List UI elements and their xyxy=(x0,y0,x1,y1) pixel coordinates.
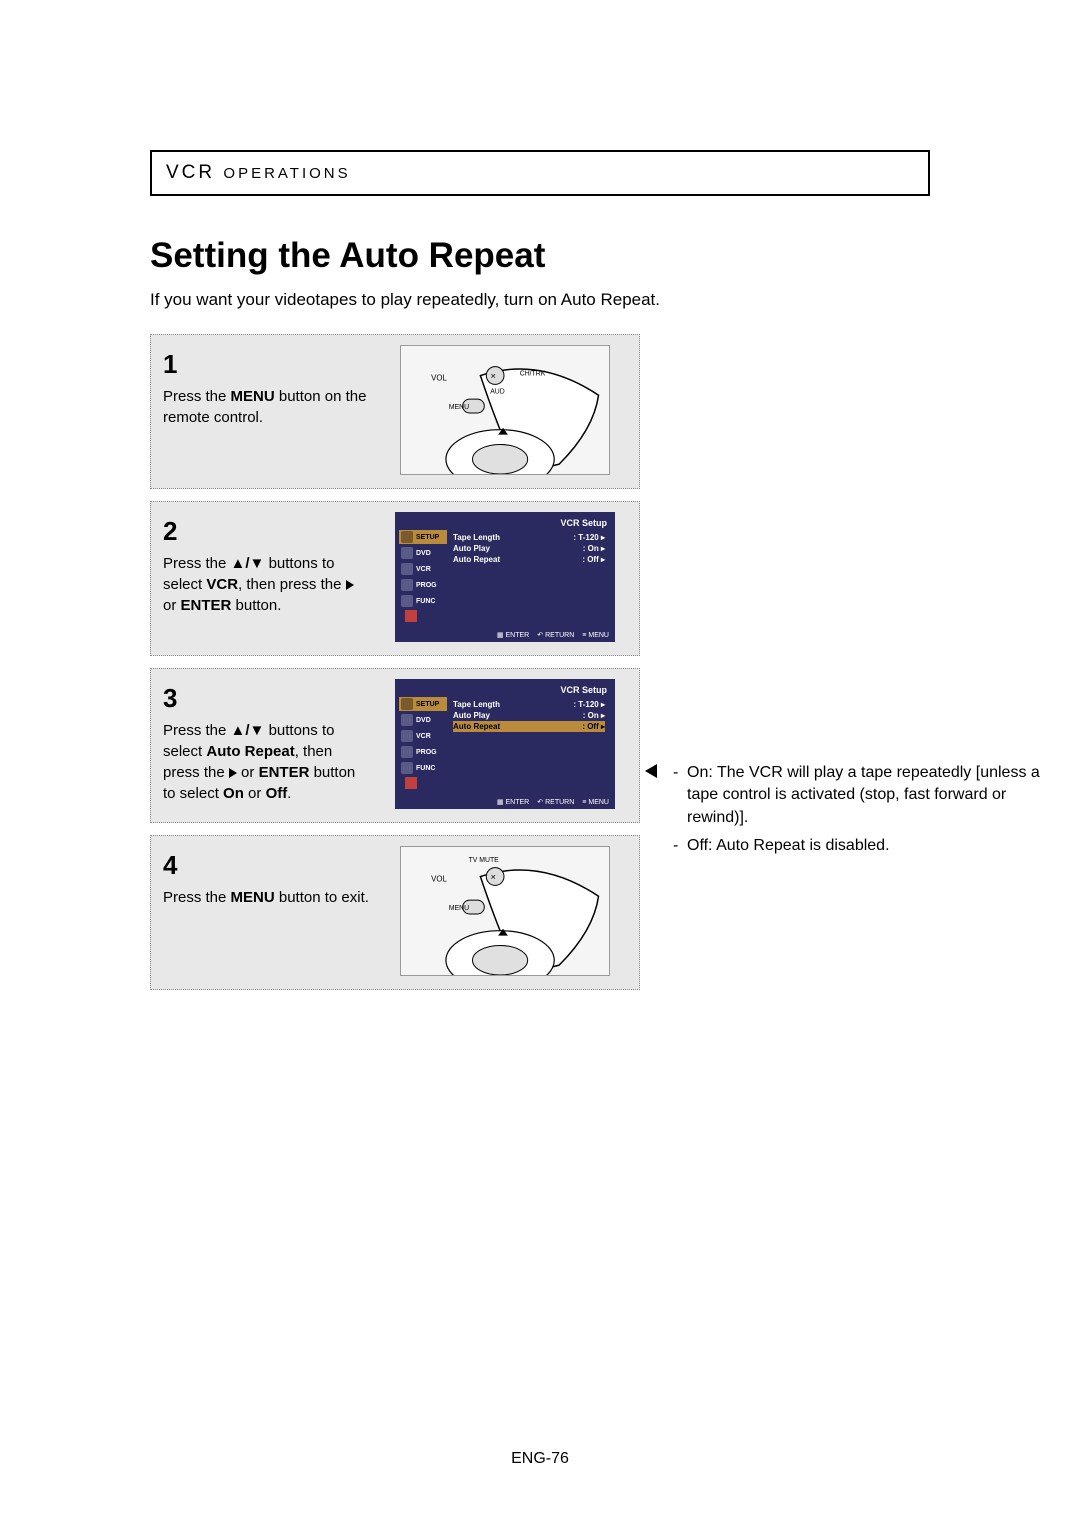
note-off: Off: Auto Repeat is disabled. xyxy=(673,835,1065,857)
step-4-illustration: TV MUTE VOL ✕ MENU xyxy=(381,836,639,986)
svg-text:✕: ✕ xyxy=(490,874,496,881)
arrow-left-icon xyxy=(645,764,657,778)
step-1: 1 Press the MENU button on the remote co… xyxy=(150,334,640,489)
aud-label: AUD xyxy=(490,388,505,395)
step-number: 2 xyxy=(163,516,369,547)
section-prefix: VCR xyxy=(166,162,223,183)
osd-row: Auto Play: On ▸ xyxy=(453,710,605,721)
osd-nav-vcr: VCR xyxy=(399,562,447,576)
osd-row: Auto Play: On ▸ xyxy=(453,543,605,554)
chtrk-label: CH/TRK xyxy=(520,371,546,378)
vol-label: VOL xyxy=(431,373,447,382)
osd-nav-vcr: VCR xyxy=(399,729,447,743)
remote-illustration: TV MUTE VOL ✕ MENU xyxy=(400,846,610,976)
osd-footer: ▦ ENTER ↶ RETURN ≡ MENU xyxy=(497,631,609,639)
osd-title: VCR Setup xyxy=(399,683,611,697)
svg-text:✕: ✕ xyxy=(490,373,496,380)
osd-nav-dvd: DVD xyxy=(399,546,447,560)
osd-nav-setup: SETUP xyxy=(399,697,447,711)
vol-label: VOL xyxy=(431,874,447,883)
step-3-illustration: VCR Setup SETUP DVD VCR PROG FUNC Tape L… xyxy=(381,669,639,819)
osd-screen-3: VCR Setup SETUP DVD VCR PROG FUNC Tape L… xyxy=(395,679,615,809)
osd-nav-setup: SETUP xyxy=(399,530,447,544)
play-icon xyxy=(346,580,354,590)
osd-nav: SETUP DVD VCR PROG FUNC xyxy=(399,697,447,792)
osd-row-highlighted: Auto Repeat: Off ▸ xyxy=(453,721,605,732)
intro-text: If you want your videotapes to play repe… xyxy=(150,290,930,310)
osd-nav-prog: PROG xyxy=(399,578,447,592)
section-word: OPERATIONS xyxy=(223,165,350,182)
step-2: 2 Press the ▲/▼ buttons to select VCR, t… xyxy=(150,501,640,656)
step-instruction: Press the ▲/▼ buttons to select Auto Rep… xyxy=(163,720,369,804)
osd-close-icon xyxy=(405,777,417,789)
page-number: ENG-76 xyxy=(0,1450,1080,1468)
step-2-illustration: VCR Setup SETUP DVD VCR PROG FUNC Tape L… xyxy=(381,502,639,652)
step-number: 4 xyxy=(163,850,369,881)
step-3-text: 3 Press the ▲/▼ buttons to select Auto R… xyxy=(151,669,381,818)
step-2-text: 2 Press the ▲/▼ buttons to select VCR, t… xyxy=(151,502,381,630)
step-4: 4 Press the MENU button to exit. TV MUTE… xyxy=(150,835,640,990)
section-header: VCR OPERATIONS xyxy=(166,162,351,183)
step-1-text: 1 Press the MENU button on the remote co… xyxy=(151,335,381,442)
menu-label: MENU xyxy=(449,404,469,411)
step-number: 3 xyxy=(163,683,369,714)
step-instruction: Press the MENU button on the remote cont… xyxy=(163,386,369,428)
osd-row: Tape Length: T-120 ▸ xyxy=(453,699,605,710)
osd-nav-func: FUNC xyxy=(399,761,447,775)
osd-nav-dvd: DVD xyxy=(399,713,447,727)
menu-label: MENU xyxy=(449,905,469,912)
step-4-text: 4 Press the MENU button to exit. xyxy=(151,836,381,922)
osd-title: VCR Setup xyxy=(399,516,611,530)
osd-row: Auto Repeat: Off ▸ xyxy=(453,554,605,565)
step-instruction: Press the ▲/▼ buttons to select VCR, the… xyxy=(163,553,369,616)
note-on: On: The VCR will play a tape repeatedly … xyxy=(673,762,1065,829)
osd-screen-2: VCR Setup SETUP DVD VCR PROG FUNC Tape L… xyxy=(395,512,615,642)
osd-close-icon xyxy=(405,610,417,622)
osd-row: Tape Length: T-120 ▸ xyxy=(453,532,605,543)
step-3: 3 Press the ▲/▼ buttons to select Auto R… xyxy=(150,668,640,823)
play-icon xyxy=(229,768,237,778)
step-instruction: Press the MENU button to exit. xyxy=(163,887,369,908)
osd-main: Tape Length: T-120 ▸ Auto Play: On ▸ Aut… xyxy=(447,697,611,792)
step-number: 1 xyxy=(163,349,369,380)
step-1-illustration: VOL ✕ CH/TRK AUD MENU xyxy=(381,335,639,485)
remote-illustration: VOL ✕ CH/TRK AUD MENU xyxy=(400,345,610,475)
osd-nav-func: FUNC xyxy=(399,594,447,608)
section-header-box: VCR OPERATIONS xyxy=(150,150,930,196)
page-title: Setting the Auto Repeat xyxy=(150,236,930,276)
osd-footer: ▦ ENTER ↶ RETURN ≡ MENU xyxy=(497,798,609,806)
tvmute-label: TV MUTE xyxy=(469,857,500,864)
side-notes: On: The VCR will play a tape repeatedly … xyxy=(645,762,1065,864)
steps-column: 1 Press the MENU button on the remote co… xyxy=(150,334,640,990)
osd-nav: SETUP DVD VCR PROG FUNC xyxy=(399,530,447,625)
osd-nav-prog: PROG xyxy=(399,745,447,759)
osd-main: Tape Length: T-120 ▸ Auto Play: On ▸ Aut… xyxy=(447,530,611,625)
